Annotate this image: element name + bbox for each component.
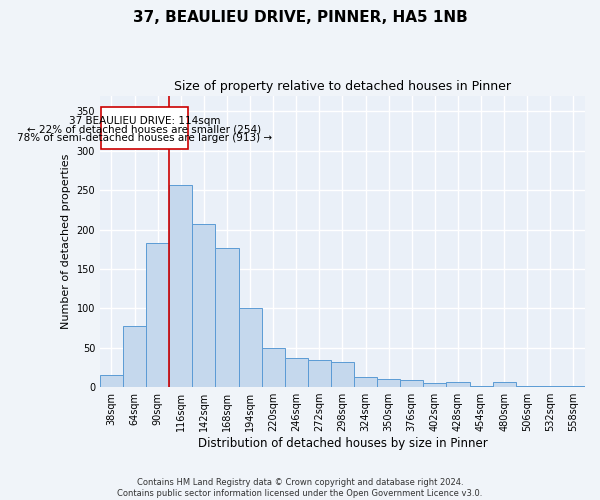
Bar — [308, 360, 331, 387]
Bar — [493, 382, 516, 387]
Bar — [123, 326, 146, 387]
Bar — [193, 224, 215, 387]
Bar — [516, 386, 539, 387]
Bar — [215, 248, 239, 387]
FancyBboxPatch shape — [101, 108, 188, 149]
Bar — [146, 243, 169, 387]
Text: 37, BEAULIEU DRIVE, PINNER, HA5 1NB: 37, BEAULIEU DRIVE, PINNER, HA5 1NB — [133, 10, 467, 25]
Bar — [470, 386, 493, 387]
Bar — [539, 386, 562, 387]
Bar — [446, 382, 470, 387]
Bar — [239, 308, 262, 387]
Text: 37 BEAULIEU DRIVE: 114sqm: 37 BEAULIEU DRIVE: 114sqm — [68, 116, 220, 126]
Bar — [285, 358, 308, 387]
Bar — [377, 379, 400, 387]
Bar — [169, 184, 193, 387]
Bar — [400, 380, 424, 387]
Bar — [354, 377, 377, 387]
Bar — [562, 386, 585, 387]
Bar — [100, 376, 123, 387]
X-axis label: Distribution of detached houses by size in Pinner: Distribution of detached houses by size … — [197, 437, 487, 450]
Text: ← 22% of detached houses are smaller (254): ← 22% of detached houses are smaller (25… — [28, 124, 262, 134]
Bar — [424, 383, 446, 387]
Text: Contains HM Land Registry data © Crown copyright and database right 2024.
Contai: Contains HM Land Registry data © Crown c… — [118, 478, 482, 498]
Bar — [262, 348, 285, 387]
Text: 78% of semi-detached houses are larger (913) →: 78% of semi-detached houses are larger (… — [17, 134, 272, 143]
Title: Size of property relative to detached houses in Pinner: Size of property relative to detached ho… — [174, 80, 511, 93]
Y-axis label: Number of detached properties: Number of detached properties — [61, 154, 71, 329]
Bar — [331, 362, 354, 387]
